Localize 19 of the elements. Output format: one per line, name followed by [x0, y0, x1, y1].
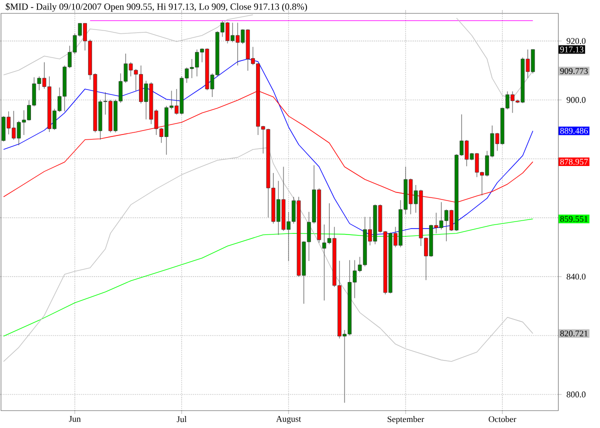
x-tick-label: October: [488, 416, 516, 422]
x-tick-label: August: [276, 416, 302, 424]
x-tick-label: September: [388, 416, 424, 424]
text: 820.721: [560, 330, 588, 336]
y-tick-label: 840.0: [566, 274, 586, 280]
y-tick-label: 920.0: [566, 38, 586, 44]
y-tick-label: 800.0: [566, 392, 586, 398]
text: 909.773: [560, 68, 588, 74]
x-tick-label: Jul: [176, 416, 187, 422]
text: 917.13: [560, 46, 584, 52]
text: 878.957: [560, 158, 588, 165]
chart-title: $MID - Daily 09/10/2007 Open 909.55, Hi 917.13, Lo 909, Close 917.13 (0.8%): [6, 2, 307, 12]
x-tick-label: Jun: [68, 416, 81, 422]
text: 859.551: [560, 216, 588, 222]
line-series: [3, 14, 254, 76]
y-tick-label: 900.0: [566, 96, 586, 103]
text: 889.486: [560, 128, 588, 134]
line-series: [3, 147, 534, 362]
line-series: [3, 218, 534, 336]
